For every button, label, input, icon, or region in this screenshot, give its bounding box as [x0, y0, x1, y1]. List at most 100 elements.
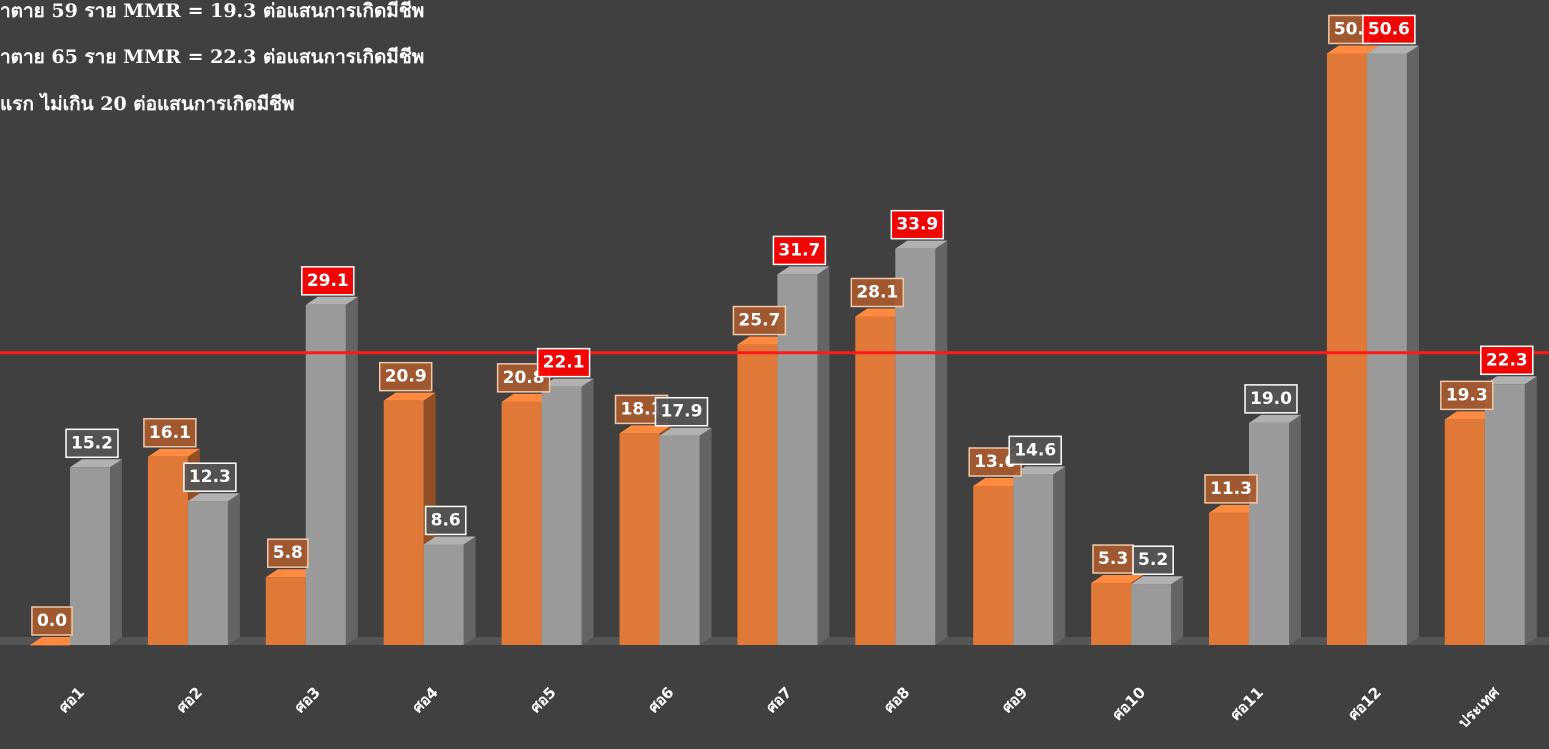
- x-tick-label: ศอ3: [291, 683, 324, 716]
- x-tick-label: ศอ4: [408, 683, 441, 716]
- value-label-box: [654, 396, 709, 427]
- bar: [305, 304, 346, 645]
- value-label-box: [301, 266, 355, 296]
- value-label-text: 28.1: [856, 282, 898, 302]
- value-label-text: 17.9: [661, 402, 703, 422]
- value-label-box: [1244, 384, 1298, 414]
- bar: [895, 248, 936, 646]
- value-label-text: 16.1: [149, 423, 191, 443]
- value-label-text: 22.1: [543, 353, 585, 373]
- value-label-box: [1362, 14, 1416, 45]
- bar-top: [737, 336, 790, 345]
- bar: [1209, 512, 1249, 645]
- bar-top: [265, 569, 318, 578]
- bar-top: [1249, 414, 1301, 423]
- value-label-text: 20.8: [503, 368, 545, 388]
- value-label: 28.1: [850, 277, 905, 308]
- value-label: 31.7: [772, 235, 827, 266]
- bar: [1013, 474, 1054, 645]
- value-label: 8.6: [424, 505, 467, 536]
- x-tick-label: ศอ7: [762, 683, 795, 716]
- value-label: 50.6: [1362, 14, 1416, 45]
- bar-top: [777, 266, 830, 275]
- bar-top: [541, 378, 594, 387]
- bar-top: [147, 448, 200, 457]
- bar-side: [1524, 376, 1537, 645]
- value-label: 16.1: [143, 418, 197, 448]
- bar: [1444, 419, 1485, 645]
- bar-top: [187, 493, 240, 502]
- value-label: 22.3: [1480, 345, 1534, 376]
- bar-top: [973, 478, 1026, 487]
- value-label-box: [65, 428, 119, 459]
- bar: [737, 344, 778, 645]
- bar: [265, 577, 306, 645]
- value-label: 5.2: [1132, 545, 1174, 575]
- value-label-text: 12.3: [189, 467, 231, 487]
- annotation: าตาย 59 ราย MMR = 19.3 ต่อแสนการเกิดมีชี…: [0, 0, 424, 22]
- value-label: 11.3: [1204, 474, 1258, 504]
- value-label: 19.3: [1440, 380, 1494, 411]
- value-label: 14.6: [1008, 435, 1062, 466]
- value-label-box: [1204, 474, 1258, 504]
- bar-top: [30, 637, 82, 645]
- bar: [383, 400, 424, 645]
- value-label-text: 19.0: [1250, 389, 1292, 409]
- value-label-box: [1092, 544, 1134, 574]
- bar: [541, 386, 582, 645]
- value-label-text: 0.0: [37, 611, 67, 631]
- bar-top: [383, 392, 436, 401]
- value-label-text: 5.2: [1138, 550, 1168, 570]
- bar-side: [581, 378, 594, 645]
- value-label-box: [266, 538, 309, 568]
- value-label-text: 11.3: [1210, 479, 1252, 499]
- value-label-box: [378, 361, 433, 392]
- annotation: แรก ไม่เกิน 20 ต่อแสนการเกิดมีชีพ: [0, 92, 295, 115]
- x-tick-label: ศอ11: [1226, 683, 1267, 724]
- x-tick-label: ศอ10: [1109, 683, 1150, 724]
- value-label-box: [890, 209, 945, 240]
- value-label-box: [732, 305, 787, 336]
- bar: [1326, 53, 1367, 645]
- value-label-box: [424, 505, 467, 536]
- bar-top: [1209, 504, 1261, 513]
- value-label: 29.1: [301, 266, 355, 296]
- bar-top: [619, 425, 672, 434]
- bar-side: [817, 266, 830, 645]
- x-tick-label: ศอ6: [644, 683, 677, 716]
- bar: [973, 486, 1014, 645]
- bar: [501, 401, 542, 645]
- bar-top: [855, 308, 908, 317]
- value-label: 5.8: [266, 538, 309, 568]
- bar-top: [501, 393, 554, 402]
- value-label-box: [1008, 435, 1062, 466]
- bar-top: [305, 296, 358, 305]
- bar-top: [70, 459, 122, 468]
- bar: [1484, 384, 1525, 645]
- bar-top: [1484, 376, 1537, 385]
- bar: [855, 316, 896, 645]
- bar-top: [1013, 466, 1066, 475]
- x-tick-label: ศอ1: [55, 683, 88, 716]
- value-label-text: 25.7: [738, 311, 780, 331]
- bar: [1131, 584, 1172, 645]
- bar-top: [895, 240, 948, 249]
- value-label-text: 50.6: [1368, 19, 1410, 39]
- value-label-box: [143, 418, 197, 448]
- value-label: 5.3: [1092, 544, 1134, 574]
- bar: [659, 435, 700, 645]
- value-label: 22.1: [536, 347, 591, 378]
- annotation: าตาย 65 ราย MMR = 22.3 ต่อแสนการเกิดมีชี…: [0, 46, 424, 68]
- bar-side: [110, 459, 122, 645]
- bar-top: [1131, 576, 1184, 585]
- bar-side: [463, 536, 476, 645]
- x-tick-label: ศอ12: [1344, 683, 1385, 724]
- bar: [70, 467, 110, 645]
- value-label-text: 31.7: [778, 240, 820, 260]
- bar: [1366, 53, 1407, 645]
- value-label-text: 22.3: [1486, 350, 1528, 370]
- bar-side: [1289, 414, 1301, 645]
- x-tick-label: ประเทศ: [1455, 683, 1504, 732]
- bar-side: [1053, 466, 1066, 645]
- bar-side: [345, 296, 358, 645]
